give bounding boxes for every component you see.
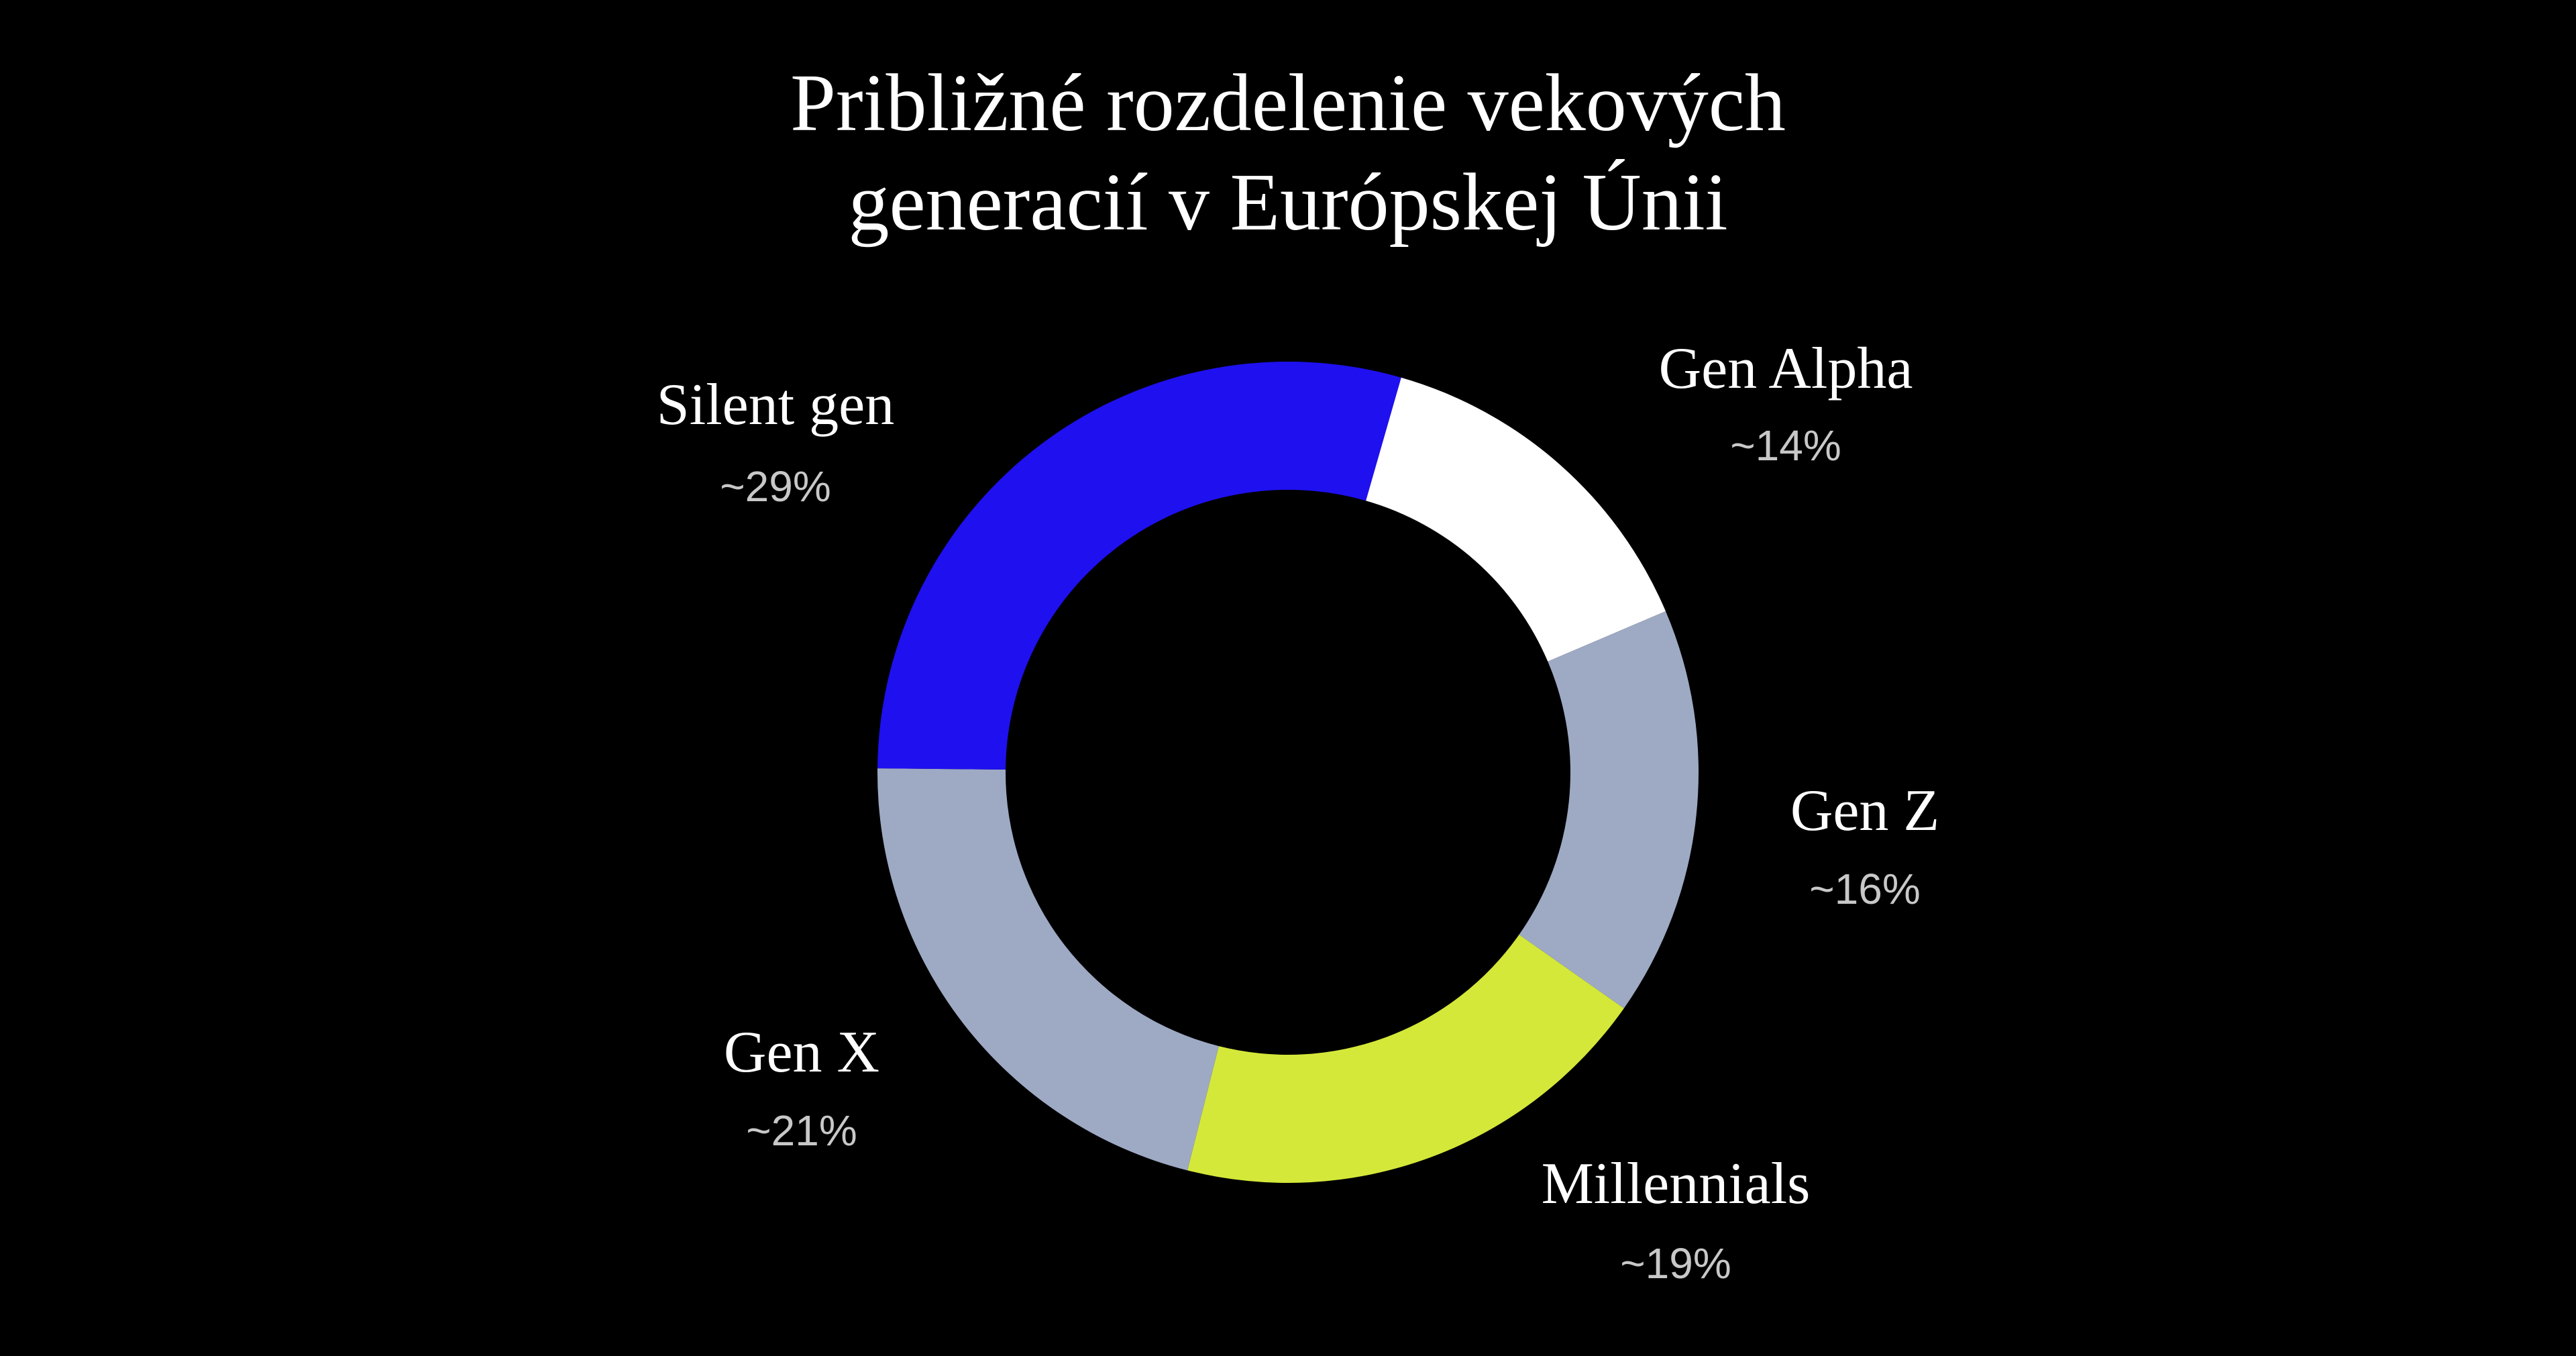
category-label: Gen X <box>724 1020 879 1085</box>
category-label: Millennials <box>1542 1151 1811 1216</box>
chart-title: Približné rozdelenie vekových generacií … <box>790 58 1786 248</box>
value-label: ~21% <box>746 1106 857 1155</box>
value-label: ~29% <box>720 462 830 511</box>
donut-segment <box>1519 611 1699 1008</box>
donut-segment <box>1187 935 1624 1183</box>
category-label: Gen Alpha <box>1659 336 1913 401</box>
donut-segment <box>877 768 1219 1171</box>
donut-segment <box>877 361 1401 770</box>
donut-segment <box>1366 377 1666 662</box>
value-label: ~19% <box>1620 1239 1731 1288</box>
value-label: ~14% <box>1730 421 1841 470</box>
value-label: ~16% <box>1809 865 1920 913</box>
category-label: Gen Z <box>1790 778 1939 843</box>
category-label: Silent gen <box>657 372 894 437</box>
